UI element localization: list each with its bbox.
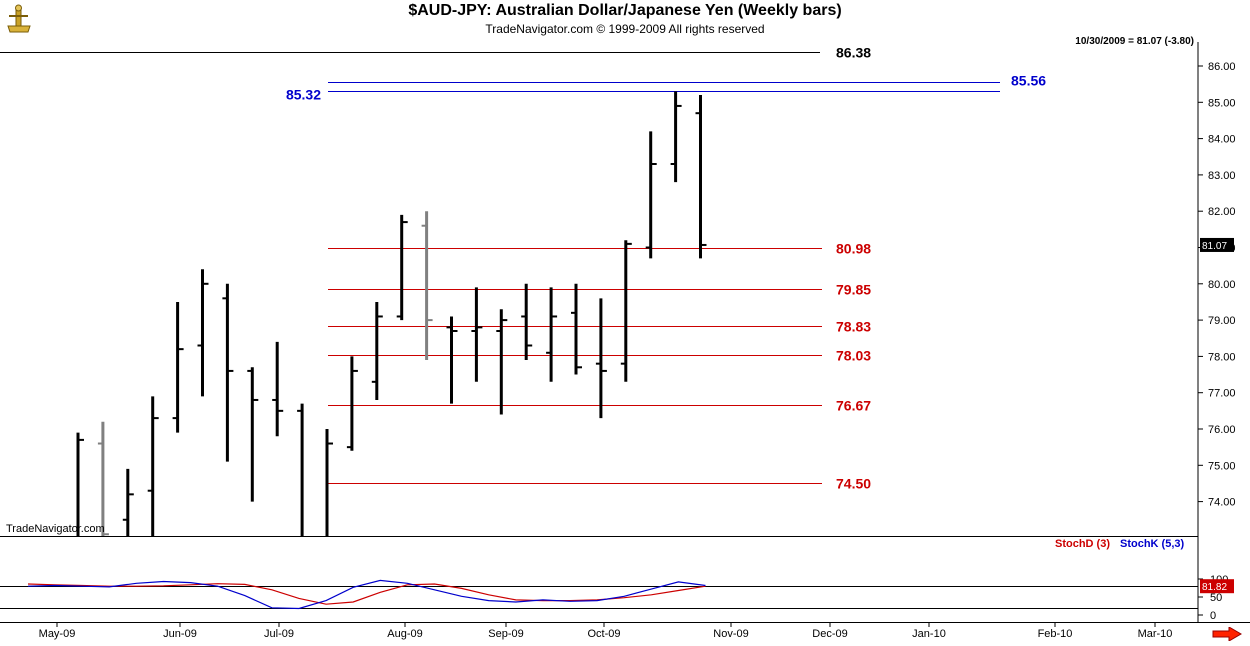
y-tick-label: 79.00 [1208,315,1236,327]
price-axis: 74.0075.0076.0077.0078.0079.0080.0081.00… [1198,61,1236,509]
y-tick-label: 74.00 [1208,497,1236,509]
ohlc-bar [346,356,358,451]
level-label-7: 76.67 [836,398,871,414]
stochastic-panel: 10050081.82 [0,574,1234,622]
level-label-2: 85.32 [286,87,321,103]
ohlc-bar [325,429,333,536]
ohlc-bar [620,240,632,382]
ohlc-bar [197,269,209,397]
level-label-0: 86.38 [836,45,871,61]
level-label-6: 78.03 [836,348,871,364]
ohlc-bar [546,287,558,382]
y-tick-label: 76.00 [1208,424,1236,436]
ohlc-bar [645,131,657,259]
last-price-info: 10/30/2009 = 81.07 (-3.80) [1075,36,1194,47]
legend-stochd: StochD (3) [1055,538,1110,550]
y-tick-label: 77.00 [1208,388,1236,400]
y-tick-label: 75.00 [1208,460,1236,472]
chart-title: $AUD-JPY: Australian Dollar/Japanese Yen… [408,2,842,19]
x-tick-label: Oct-09 [587,628,620,640]
x-tick-label: May-09 [39,628,76,640]
ohlc-bar [172,301,184,433]
trade-navigator-logo-icon [5,4,33,34]
x-tick-label: Feb-10 [1038,628,1073,640]
y-tick-label: 80.00 [1208,279,1236,291]
ohlc-bar [272,341,284,437]
ohlc-bar [521,283,533,361]
ohlc-bar [371,301,383,400]
stoch-series-0 [27,583,706,605]
ohlc-bar [76,432,84,536]
stoch-y-tick-label: 0 [1210,610,1216,622]
x-tick-label: Jul-09 [264,628,294,640]
ohlc-bar [670,91,682,183]
ohlc-bar [222,283,234,462]
ohlc-bar [446,316,458,404]
time-axis: May-09 Jun-09 Jul-09 Aug-09 Sep-09 Oct-09 Nov-… [39,622,1173,640]
x-tick-label: Jan-10 [912,628,946,640]
x-tick-label: Nov-09 [713,628,748,640]
x-tick-label: Dec-09 [812,628,847,640]
stoch-last-value-badge [1200,579,1234,594]
ohlc-bar [695,95,707,259]
watermark-label: TradeNavigator.com [6,523,105,535]
x-tick-label: Mar-10 [1138,628,1173,640]
stoch-last-value-label: 81.82 [1202,582,1227,593]
ohlc-bar [122,468,134,536]
price-bars [76,91,707,536]
level-label-4: 79.85 [836,282,871,298]
ohlc-bar [297,403,304,536]
level-label-3: 80.98 [836,241,871,257]
level-label-5: 78.83 [836,319,871,335]
ohlc-bar [471,287,483,382]
levels-layer: 86.38 85.56 85.32 80.98 79.85 78.83 78.03 76.67… [0,45,1046,492]
chart-subtitle: TradeNavigator.com © 1999-2009 All right… [485,22,765,36]
ohlc-bar [496,309,508,415]
y-tick-label: 82.00 [1208,206,1236,218]
y-tick-label: 86.00 [1208,61,1236,73]
ohlc-bar [421,211,433,361]
ohlc-bar [97,421,109,536]
x-tick-label: Aug-09 [387,628,422,640]
ohlc-bar [571,283,582,375]
stoch-series-1 [27,579,706,610]
level-label-1: 85.56 [1011,73,1046,89]
ohlc-bar [147,396,159,536]
ohlc-bar [396,214,408,321]
ohlc-bar [247,367,259,502]
last-value-label: 81.07 [1202,241,1227,252]
scroll-right-arrow-icon[interactable] [1212,626,1242,642]
y-tick-label: 83.00 [1208,170,1236,182]
x-tick-label: Sep-09 [488,628,523,640]
y-tick-label: 84.00 [1208,134,1236,146]
level-label-8: 74.50 [836,476,871,492]
y-tick-label: 78.00 [1208,351,1236,363]
y-tick-label: 85.00 [1208,97,1236,109]
x-tick-label: Jun-09 [163,628,197,640]
ohlc-bar [595,298,607,419]
last-value-badge [1200,237,1234,252]
legend-stochk: StochK (5,3) [1120,538,1185,550]
stoch-y-tick-label: 50 [1210,592,1222,604]
